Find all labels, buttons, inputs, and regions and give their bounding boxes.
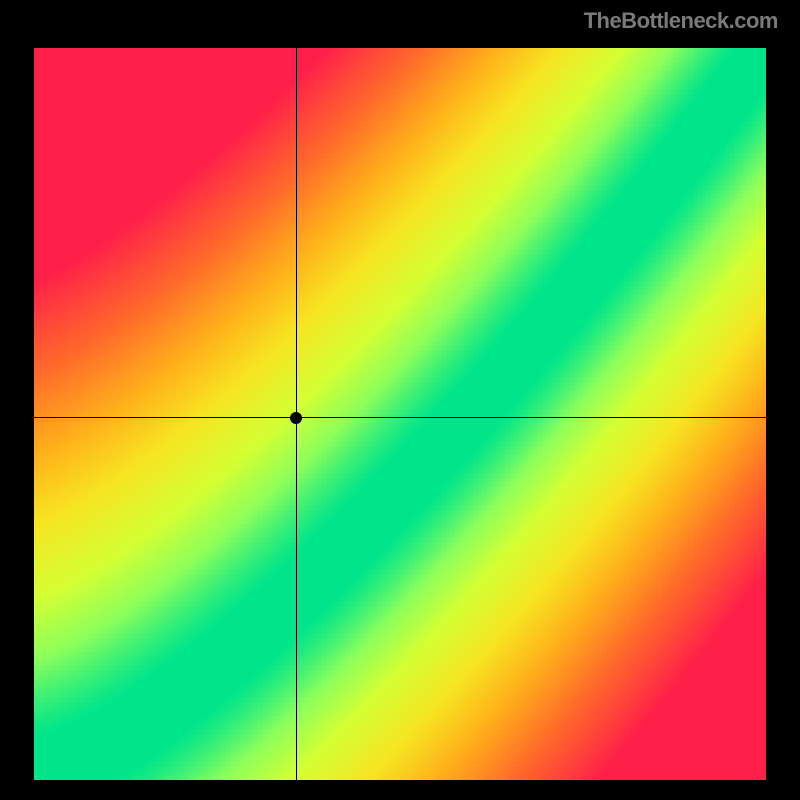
watermark-text: TheBottleneck.com — [584, 8, 778, 34]
crosshair-dot — [290, 412, 302, 424]
plot-frame — [20, 34, 780, 794]
bottleneck-heatmap — [34, 48, 766, 780]
crosshair-horizontal — [34, 417, 766, 418]
